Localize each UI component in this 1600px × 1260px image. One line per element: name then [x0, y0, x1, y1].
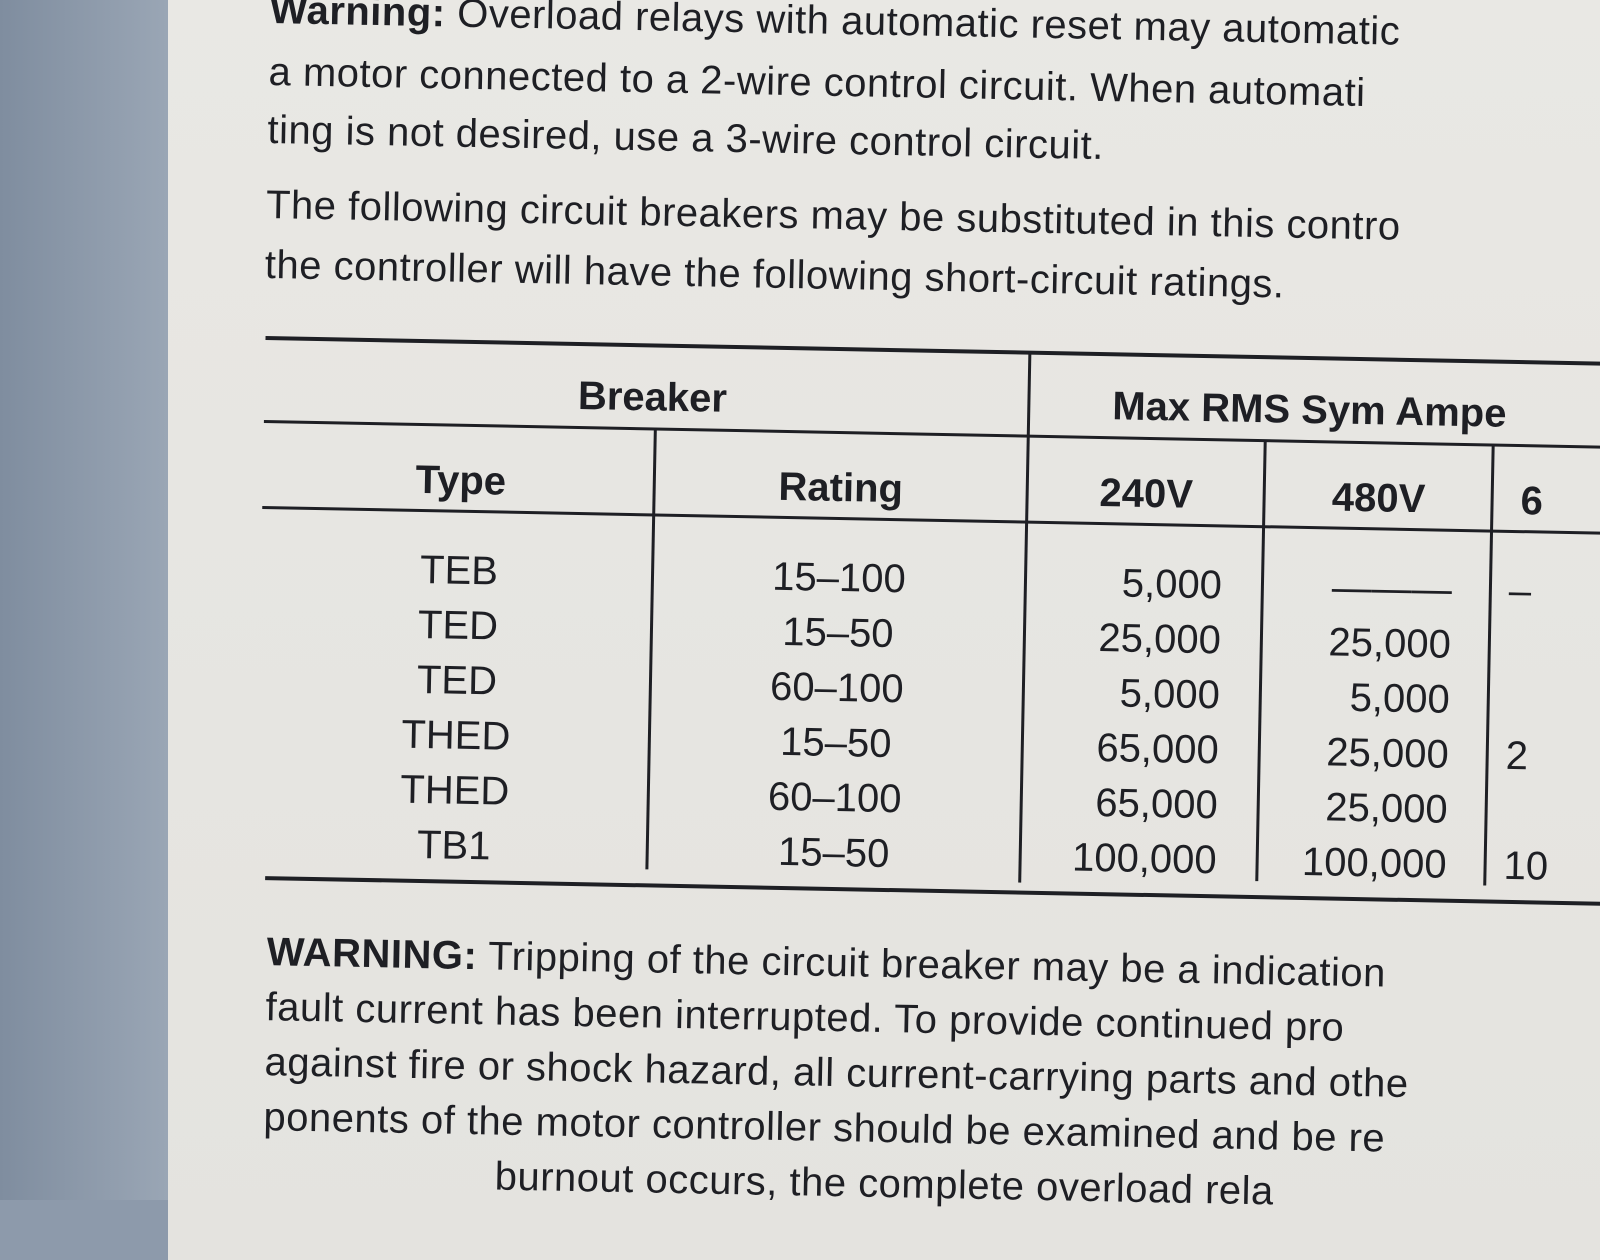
- warning2-line-4: ponents of the motor controller should b…: [263, 1095, 1386, 1161]
- col-type: Type: [415, 457, 507, 504]
- background-wall: [0, 0, 168, 1200]
- table-cell: 25,000: [1324, 785, 1449, 832]
- table-cell: [1507, 679, 1600, 681]
- table-cell: 15–100: [771, 554, 907, 602]
- table-cell: 25,000: [1328, 620, 1452, 667]
- table-cell: –: [1508, 568, 1532, 614]
- table-cell: 5,000: [1119, 671, 1221, 718]
- table-cell: 5,000: [1121, 561, 1223, 608]
- group-header-breaker: Breaker: [577, 373, 728, 421]
- table-cell: 25,000: [1325, 730, 1450, 777]
- warning2-line-1: WARNING: Tripping of the circuit breaker…: [266, 930, 1386, 996]
- table-cell: TED: [417, 602, 499, 649]
- warning2-line-2: fault current has been interrupted. To p…: [265, 985, 1345, 1050]
- table-cell: 15–50: [779, 719, 892, 767]
- table-cell: 60–100: [767, 774, 902, 822]
- group-header-amperes: Max RMS Sym Ampe: [1111, 384, 1507, 436]
- table-cell: THED: [401, 712, 511, 759]
- table-cell: 25,000: [1098, 616, 1222, 663]
- warning2-text: Tripping of the circuit breaker may be a…: [476, 934, 1387, 996]
- intro-line-2: the controller will have the following s…: [264, 242, 1285, 307]
- warning-label: Warning:: [269, 0, 447, 36]
- table-cell: TED: [416, 657, 498, 704]
- table-cell: 65,000: [1096, 726, 1220, 773]
- label-sheet: [168, 0, 1600, 1260]
- warning-text: Overload relays with automatic reset may…: [445, 0, 1401, 54]
- table-cell: TEB: [419, 547, 499, 594]
- table-cell: [1508, 624, 1600, 626]
- intro-line-1: The following circuit breakers may be su…: [265, 182, 1402, 249]
- table-cell: 10: [1503, 843, 1549, 889]
- col-rating: Rating: [778, 464, 904, 512]
- table-cell: 100,000: [1071, 835, 1218, 883]
- table-cell: 5,000: [1349, 675, 1451, 722]
- document: Warning: Overload relays with automatic …: [262, 0, 1600, 1213]
- col-480v: 480V: [1331, 475, 1426, 522]
- table-cell: 60–100: [769, 664, 905, 712]
- table-cell: TB1: [416, 822, 491, 869]
- warning-line-1: Warning: Overload relays with automatic …: [269, 0, 1400, 55]
- warning2-line-3: against fire or shock hazard, all curren…: [264, 1040, 1409, 1107]
- col-600v: 6: [1520, 479, 1544, 524]
- table-top-rule: [265, 335, 1600, 367]
- warning2-label: WARNING:: [266, 930, 478, 979]
- table-cell: 15–50: [777, 829, 890, 877]
- col-240v: 240V: [1099, 471, 1194, 517]
- table-cell: ———: [1331, 565, 1453, 612]
- table-cell: 65,000: [1094, 780, 1219, 828]
- table-cell: 15–50: [781, 609, 894, 657]
- table-cell: 2: [1505, 733, 1529, 779]
- table-cell: THED: [399, 767, 510, 814]
- warning-line-2: a motor connected to a 2-wire control ci…: [268, 49, 1366, 116]
- table-cell: 100,000: [1301, 839, 1448, 887]
- warning-line-3: ting is not desired, use a 3-wire contro…: [267, 107, 1105, 169]
